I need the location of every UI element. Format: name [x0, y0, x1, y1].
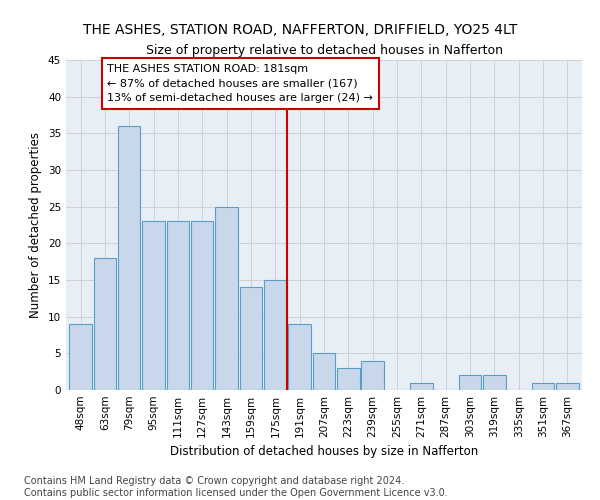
- Text: THE ASHES STATION ROAD: 181sqm
← 87% of detached houses are smaller (167)
13% of: THE ASHES STATION ROAD: 181sqm ← 87% of …: [107, 64, 373, 104]
- Bar: [361, 360, 384, 390]
- Bar: [215, 206, 238, 390]
- Bar: [313, 354, 335, 390]
- Bar: [167, 222, 189, 390]
- Bar: [142, 222, 165, 390]
- Bar: [289, 324, 311, 390]
- Bar: [483, 376, 506, 390]
- Bar: [191, 222, 214, 390]
- Bar: [264, 280, 287, 390]
- Bar: [337, 368, 359, 390]
- Bar: [118, 126, 140, 390]
- Bar: [410, 382, 433, 390]
- Text: THE ASHES, STATION ROAD, NAFFERTON, DRIFFIELD, YO25 4LT: THE ASHES, STATION ROAD, NAFFERTON, DRIF…: [83, 22, 517, 36]
- Bar: [556, 382, 578, 390]
- X-axis label: Distribution of detached houses by size in Nafferton: Distribution of detached houses by size …: [170, 446, 478, 458]
- Y-axis label: Number of detached properties: Number of detached properties: [29, 132, 43, 318]
- Bar: [94, 258, 116, 390]
- Bar: [532, 382, 554, 390]
- Text: Contains HM Land Registry data © Crown copyright and database right 2024.
Contai: Contains HM Land Registry data © Crown c…: [24, 476, 448, 498]
- Bar: [240, 288, 262, 390]
- Title: Size of property relative to detached houses in Nafferton: Size of property relative to detached ho…: [146, 44, 503, 58]
- Bar: [70, 324, 92, 390]
- Bar: [459, 376, 481, 390]
